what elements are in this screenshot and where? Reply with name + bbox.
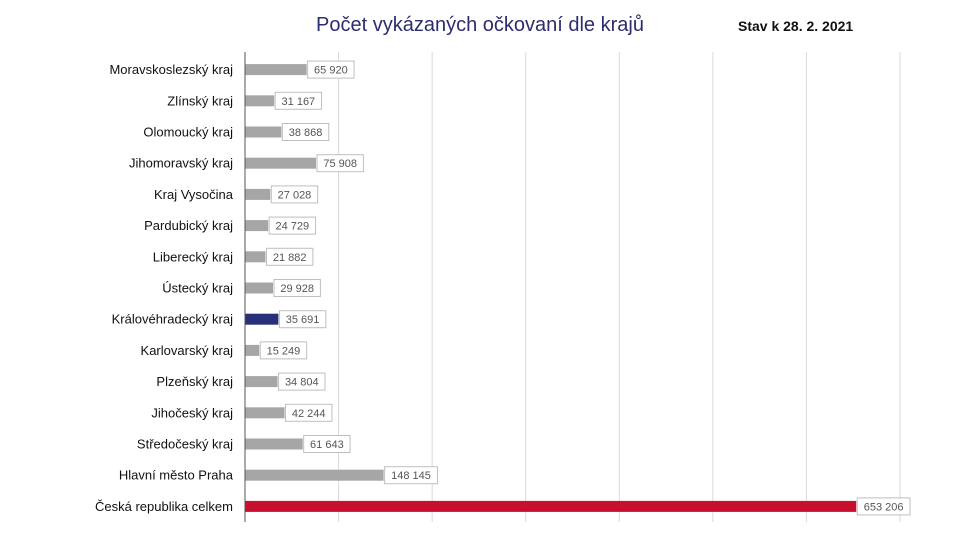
value-label-box [270, 185, 319, 204]
value-label: 61 643 [310, 439, 344, 451]
value-label-box [278, 310, 327, 329]
bar [245, 157, 317, 169]
value-label: 15 249 [267, 345, 301, 357]
category-label: Ústecký kraj [162, 281, 233, 296]
value-label: 29 928 [280, 283, 314, 295]
category-label: Zlínský kraj [167, 93, 233, 108]
value-label-box [307, 60, 355, 79]
gridlines [338, 52, 901, 522]
category-label: Pardubický kraj [144, 218, 233, 233]
bar [245, 500, 857, 512]
value-label-box [316, 154, 364, 173]
bar [245, 469, 384, 481]
bar [245, 376, 278, 388]
category-label: Moravskoslezský kraj [109, 62, 233, 77]
value-label-box [384, 466, 438, 485]
value-label-box [273, 279, 321, 297]
value-label: 31 167 [282, 96, 316, 108]
bars: Moravskoslezský kraj 65 920 Zlínský kraj 31… [95, 60, 911, 516]
category-label: Karlovarský kraj [141, 343, 234, 358]
value-label-box [259, 341, 308, 360]
category-label: Plzeňský kraj [156, 374, 233, 389]
category-label: Hlavní město Praha [119, 468, 234, 483]
bar [245, 344, 260, 356]
chart-date-stamp: Stav k 28. 2. 2021 [738, 18, 854, 34]
category-label: Jihomoravský kraj [129, 156, 233, 171]
value-label-box [265, 247, 314, 266]
category-label: Olomoucký kraj [143, 125, 233, 140]
bar [245, 64, 307, 76]
category-label: Jihočeský kraj [151, 405, 233, 420]
value-label: 148 145 [391, 470, 431, 482]
value-label: 24 729 [276, 221, 310, 233]
value-label-box [285, 403, 333, 422]
bar [245, 188, 271, 200]
category-label: Česká republika celkem [95, 499, 233, 514]
category-label: Královéhradecký kraj [112, 312, 233, 327]
value-label: 34 804 [285, 377, 319, 389]
chart-title: Počet vykázaných očkovaní dle krajů [316, 14, 644, 36]
value-label: 42 244 [292, 408, 326, 420]
category-label: Středočeský kraj [137, 437, 233, 452]
bar [245, 407, 285, 419]
bar [245, 220, 269, 232]
value-label: 38 868 [289, 127, 323, 139]
bar [245, 438, 303, 450]
value-label: 21 882 [273, 252, 307, 264]
value-label-box [278, 372, 326, 391]
category-label: Kraj Vysočina [154, 187, 234, 202]
value-label-box [274, 91, 323, 110]
value-label: 27 028 [278, 189, 312, 201]
bar [245, 313, 279, 325]
value-label: 35 691 [286, 314, 320, 326]
value-label-box [303, 435, 351, 453]
category-label: Liberecký kraj [153, 249, 233, 264]
value-label-box [268, 216, 317, 235]
value-label: 75 908 [323, 158, 357, 170]
value-label-box [856, 497, 911, 516]
bar [245, 251, 266, 263]
bar [245, 126, 282, 138]
bar [245, 95, 275, 107]
bar [245, 282, 274, 294]
value-label: 65 920 [314, 65, 348, 77]
value-label-box [281, 123, 330, 141]
value-label: 653 206 [864, 501, 904, 513]
